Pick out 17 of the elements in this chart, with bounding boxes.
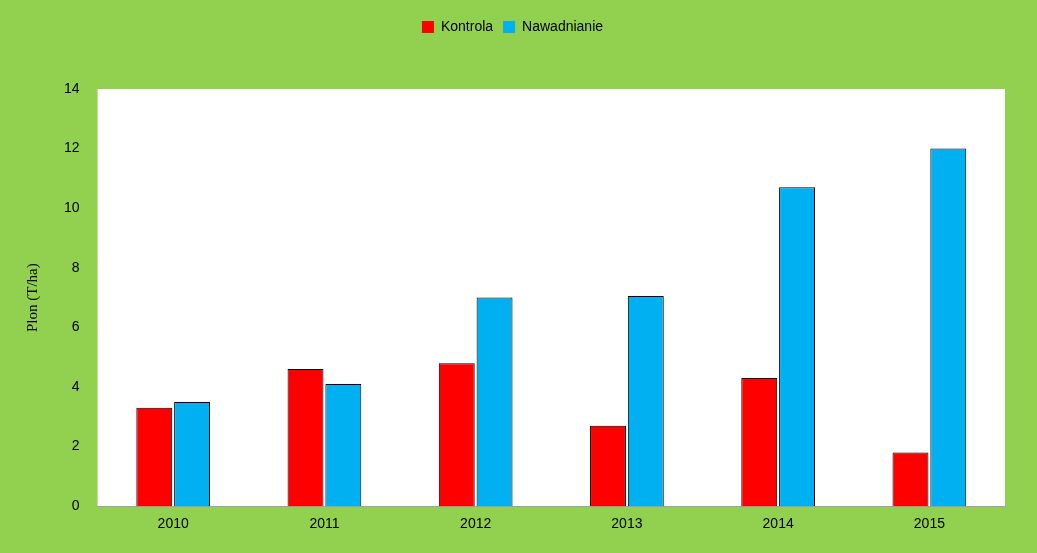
x-tick-label: 2011 [309,515,340,532]
y-tick-label: 10 [63,199,80,216]
y-tick-label: 6 [71,318,80,335]
legend-label: Kontrola [440,17,494,34]
x-tick-label: 2015 [913,515,946,532]
y-tick-label: 4 [71,377,80,394]
x-tick-label: 2014 [762,515,794,532]
y-tick-label: 8 [71,258,80,275]
y-tick-label: 0 [71,497,80,514]
x-tick-label: 2010 [157,515,189,532]
y-tick-label: 14 [63,79,80,96]
x-tick-label: 2013 [611,515,643,532]
y-tick-label: 12 [63,139,80,156]
legend-label: Nawadnianie [522,17,604,34]
x-tick-label: 2012 [460,515,492,532]
y-tick-label: 2 [71,437,80,454]
y-axis-title: Plon (T/ha) [23,263,41,332]
